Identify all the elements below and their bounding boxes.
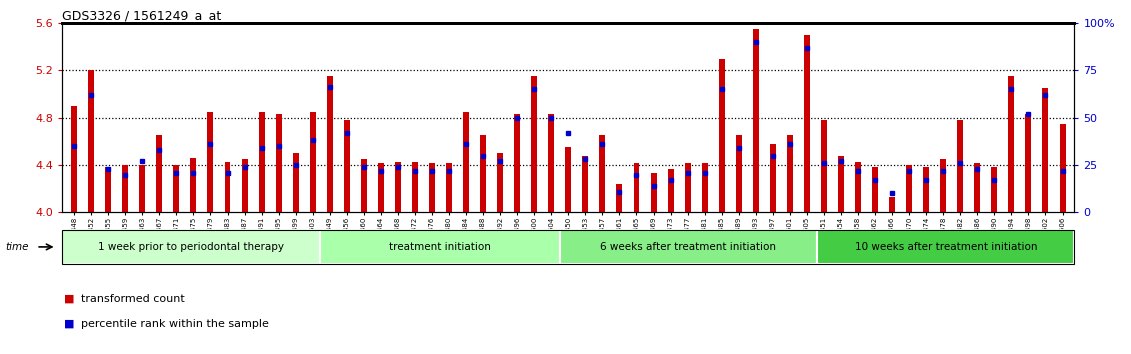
Bar bbox=[1026, 114, 1031, 212]
Bar bbox=[395, 161, 400, 212]
Bar bbox=[923, 167, 930, 212]
Bar bbox=[412, 161, 418, 212]
Bar bbox=[753, 29, 759, 212]
Bar bbox=[957, 120, 964, 212]
Bar bbox=[446, 163, 452, 212]
Bar bbox=[378, 163, 383, 212]
Bar bbox=[616, 184, 622, 212]
Bar bbox=[1043, 88, 1048, 212]
Bar bbox=[310, 112, 316, 212]
Bar bbox=[940, 159, 947, 212]
Text: 6 weeks after treatment initiation: 6 weeks after treatment initiation bbox=[601, 242, 776, 252]
Bar bbox=[701, 163, 708, 212]
Bar bbox=[498, 153, 503, 212]
Bar bbox=[344, 120, 349, 212]
Bar bbox=[838, 155, 844, 212]
Text: GDS3326 / 1561249_a_at: GDS3326 / 1561249_a_at bbox=[62, 9, 222, 22]
Bar bbox=[225, 161, 231, 212]
Bar bbox=[207, 112, 214, 212]
Bar bbox=[667, 169, 674, 212]
Bar bbox=[429, 163, 435, 212]
Bar bbox=[139, 165, 145, 212]
Bar bbox=[718, 58, 725, 212]
Text: ■: ■ bbox=[64, 294, 75, 304]
Bar bbox=[787, 136, 793, 212]
Bar bbox=[293, 153, 299, 212]
Bar bbox=[71, 106, 77, 212]
Bar bbox=[872, 167, 878, 212]
Bar bbox=[582, 155, 588, 212]
Bar bbox=[173, 165, 180, 212]
Bar bbox=[532, 76, 537, 212]
Text: transformed count: transformed count bbox=[81, 294, 185, 304]
Bar bbox=[122, 165, 128, 212]
Text: 10 weeks after treatment initiation: 10 weeks after treatment initiation bbox=[855, 242, 1037, 252]
Bar bbox=[974, 163, 981, 212]
Bar bbox=[650, 173, 656, 212]
Text: treatment initiation: treatment initiation bbox=[389, 242, 491, 252]
Bar bbox=[549, 114, 554, 212]
Bar bbox=[992, 167, 998, 212]
Bar bbox=[684, 163, 691, 212]
Bar bbox=[88, 70, 94, 212]
Bar bbox=[259, 112, 265, 212]
Bar bbox=[633, 163, 639, 212]
Bar bbox=[481, 136, 486, 212]
Text: time: time bbox=[6, 242, 29, 252]
Bar bbox=[804, 35, 810, 212]
Bar bbox=[156, 136, 163, 212]
Bar bbox=[889, 197, 895, 212]
Bar bbox=[190, 158, 197, 212]
Text: 1 week prior to periodontal therapy: 1 week prior to periodontal therapy bbox=[98, 242, 284, 252]
Bar bbox=[566, 147, 571, 212]
Text: percentile rank within the sample: percentile rank within the sample bbox=[81, 319, 269, 329]
Bar bbox=[361, 159, 366, 212]
Bar bbox=[242, 159, 248, 212]
Bar bbox=[1009, 76, 1015, 212]
Bar bbox=[1060, 124, 1065, 212]
Bar bbox=[906, 165, 912, 212]
Bar bbox=[463, 112, 469, 212]
Bar bbox=[515, 114, 520, 212]
Bar bbox=[276, 114, 282, 212]
Bar bbox=[770, 144, 776, 212]
Bar bbox=[821, 120, 827, 212]
Bar bbox=[327, 76, 333, 212]
Bar bbox=[736, 136, 742, 212]
Bar bbox=[855, 161, 861, 212]
Text: ■: ■ bbox=[64, 319, 75, 329]
Bar bbox=[105, 167, 111, 212]
Bar bbox=[599, 136, 605, 212]
